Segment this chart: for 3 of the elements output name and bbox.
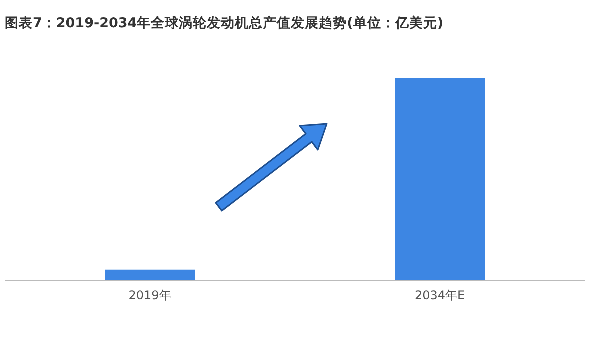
x-tick-label: 2019年 [128, 288, 172, 302]
x-tick-label: 2034年E [414, 288, 466, 302]
chart-title: 图表7：2019-2034年全球涡轮发动机总产值发展趋势(单位：亿美元) [5, 14, 444, 32]
